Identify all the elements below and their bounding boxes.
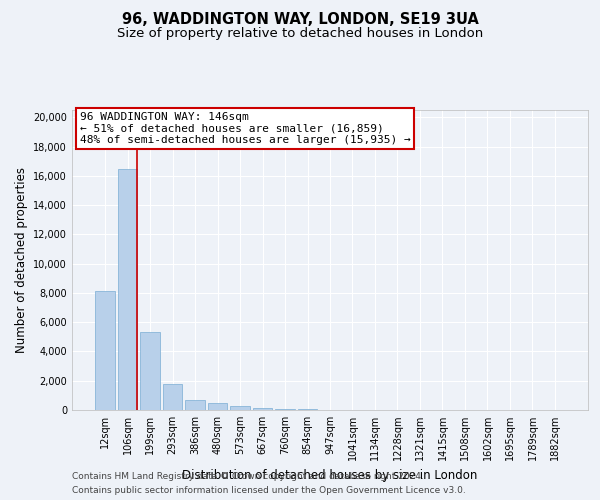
X-axis label: Distribution of detached houses by size in London: Distribution of detached houses by size … <box>182 468 478 481</box>
Bar <box>118 168 137 410</box>
Bar <box>185 400 205 410</box>
Bar <box>95 292 115 410</box>
Bar <box>230 406 250 410</box>
Bar <box>208 404 227 410</box>
Text: 96, WADDINGTON WAY, LONDON, SE19 3UA: 96, WADDINGTON WAY, LONDON, SE19 3UA <box>122 12 478 28</box>
Bar <box>275 408 295 410</box>
Text: Size of property relative to detached houses in London: Size of property relative to detached ho… <box>117 28 483 40</box>
Y-axis label: Number of detached properties: Number of detached properties <box>15 167 28 353</box>
Text: Contains public sector information licensed under the Open Government Licence v3: Contains public sector information licen… <box>72 486 466 495</box>
Bar <box>163 384 182 410</box>
Text: 96 WADDINGTON WAY: 146sqm
← 51% of detached houses are smaller (16,859)
48% of s: 96 WADDINGTON WAY: 146sqm ← 51% of detac… <box>80 112 410 144</box>
Bar <box>298 409 317 410</box>
Bar <box>140 332 160 410</box>
Bar <box>253 408 272 410</box>
Text: Contains HM Land Registry data © Crown copyright and database right 2024.: Contains HM Land Registry data © Crown c… <box>72 472 424 481</box>
